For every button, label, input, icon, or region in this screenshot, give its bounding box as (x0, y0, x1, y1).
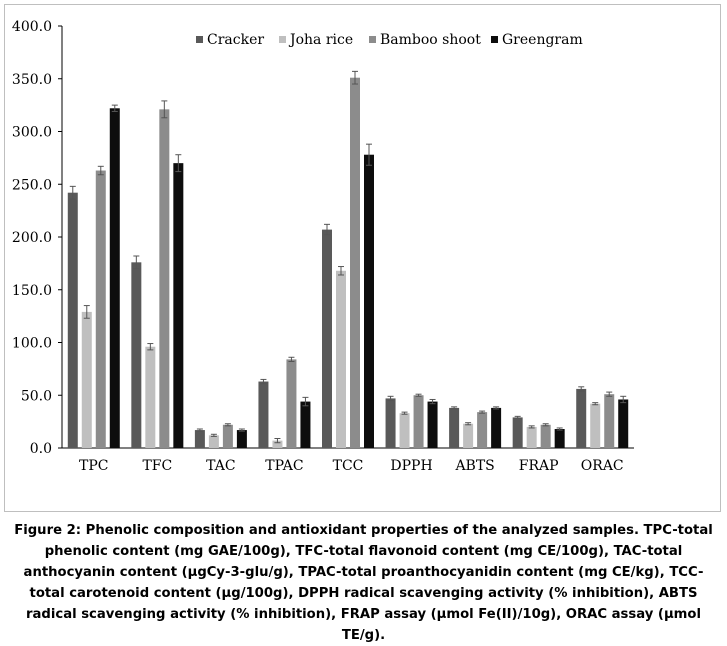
y-tick-label: 50.0 (21, 388, 52, 404)
y-tick-label: 300.0 (12, 125, 52, 141)
y-tick-label: 200.0 (12, 230, 52, 246)
legend: Cracker Joha rice Bamboo shoot Greengram (196, 32, 583, 48)
bar-chart: 0.0 50.0 100.0 150.0 200.0 250.0 300.0 350.0 400… (12, 19, 634, 474)
bar-dpph-greengram (427, 401, 438, 448)
legend-swatch (196, 36, 203, 43)
bar-tfc-joha-rice (145, 346, 156, 448)
x-tick-label: TAC (206, 458, 235, 474)
bar-tpac-bamboo-shoot (286, 359, 297, 448)
bar-abts-joha-rice (463, 423, 474, 448)
bar-tcc-bamboo-shoot (350, 77, 360, 448)
legend-label: Bamboo shoot (380, 32, 481, 48)
bar-frap-cracker (512, 417, 523, 448)
y-tick-label: 400.0 (12, 19, 52, 35)
y-tick-label: 150.0 (12, 283, 52, 299)
bar-tac-joha-rice (208, 435, 219, 448)
y-tick-label: 100.0 (12, 336, 52, 352)
x-axis-labels: TPC TFC TAC TPAC TCC DPPH ABTS FRAP ORAC (79, 458, 624, 474)
legend-label: Cracker (207, 32, 264, 48)
bar-tfc-cracker (131, 262, 142, 448)
bar-tac-greengram (236, 430, 247, 448)
bar-orac-cracker (576, 388, 587, 448)
x-tick-label: ABTS (454, 458, 494, 474)
x-tick-label: FRAP (519, 458, 559, 474)
bar-tac-cracker (194, 430, 205, 448)
figure-frame (4, 4, 721, 512)
bar-abts-greengram (491, 407, 502, 448)
legend-swatch (491, 36, 498, 43)
bar-orac-joha-rice (590, 403, 601, 448)
x-tick-label: DPPH (390, 458, 432, 474)
bar-tcc-joha-rice (336, 270, 346, 448)
bar-tpc-bamboo-shoot (95, 170, 106, 448)
bar-tfc-greengram (173, 163, 184, 448)
bar-tpc-joha-rice (81, 311, 92, 448)
bar-tcc-cracker (322, 229, 332, 448)
x-tick-label: TPAC (265, 458, 303, 474)
y-axis-ticks: 0.0 50.0 100.0 150.0 200.0 250.0 300.0 350.0 400… (12, 19, 62, 457)
bar-frap-bamboo-shoot (540, 424, 551, 448)
x-tick-label: TPC (79, 458, 108, 474)
bar-tfc-bamboo-shoot (159, 109, 170, 448)
bar-dpph-joha-rice (399, 413, 410, 448)
y-tick-label: 350.0 (12, 72, 52, 88)
bar-frap-greengram (554, 429, 565, 448)
bar-tpac-joha-rice (272, 440, 283, 448)
bar-tpc-cracker (67, 192, 78, 448)
legend-swatch (369, 36, 376, 43)
legend-label: Joha rice (288, 32, 353, 48)
y-tick-label: 0.0 (30, 441, 52, 457)
bars (67, 77, 629, 448)
bar-orac-bamboo-shoot (604, 394, 615, 448)
bar-frap-joha-rice (526, 426, 537, 448)
legend-label: Greengram (502, 32, 583, 48)
bar-abts-bamboo-shoot (477, 412, 488, 448)
x-tick-label: ORAC (581, 458, 624, 474)
bar-tpc-greengram (109, 108, 120, 448)
bar-tpac-greengram (300, 401, 311, 448)
bar-dpph-bamboo-shoot (413, 395, 424, 448)
bar-tac-bamboo-shoot (222, 424, 233, 448)
legend-swatch (279, 36, 286, 43)
bar-abts-cracker (449, 407, 460, 448)
y-tick-label: 250.0 (12, 177, 52, 193)
x-tick-label: TFC (142, 458, 172, 474)
error-bars (69, 70, 627, 444)
figure-caption: Figure 2: Phenolic composition and antio… (14, 523, 713, 643)
x-tick-label: TCC (333, 458, 364, 474)
bar-orac-greengram (618, 399, 629, 448)
bar-tcc-greengram (364, 154, 374, 448)
bar-tpac-cracker (258, 381, 269, 448)
bar-dpph-cracker (385, 398, 396, 448)
